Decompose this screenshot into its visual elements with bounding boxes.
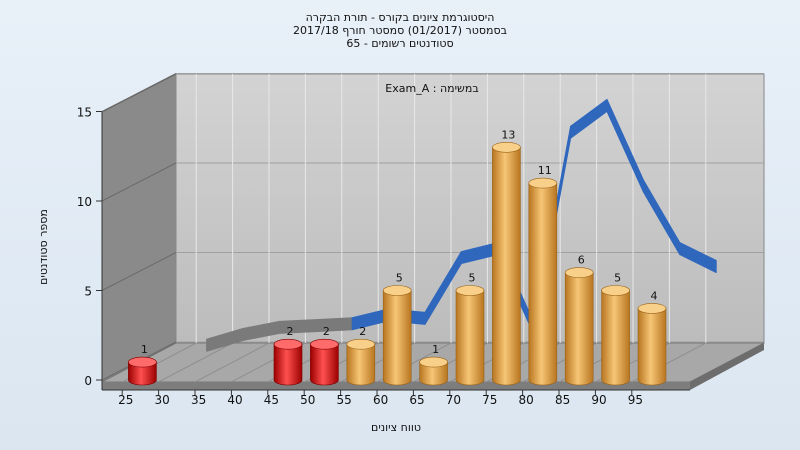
bar-value-label-0: 1 [141, 343, 148, 356]
x-axis-title: טווח ציונים [371, 421, 421, 434]
bar-body-8 [528, 182, 558, 386]
bar-value-label-10: 5 [614, 272, 621, 285]
bar-body-7 [492, 147, 521, 386]
bar-body-9 [564, 272, 594, 386]
y-tick-label-10: 10 [77, 195, 92, 209]
floor-gridline-x-30 [158, 342, 233, 383]
bar-top-2 [310, 338, 339, 350]
y-axis-ticks: 0 5 10 15 [77, 106, 102, 388]
x-tick-label-70: 70 [446, 393, 461, 407]
bar-body-11 [637, 308, 667, 386]
bar-value-label-6: 5 [469, 272, 476, 285]
x-tick-label-45: 45 [264, 393, 279, 407]
x-tick-label-25: 25 [118, 393, 133, 407]
x-axis-ticks: 25 30 35 40 45 50 55 60 65 70 75 80 85 90 95 [118, 390, 643, 407]
axes [101, 112, 690, 391]
bar-11 [637, 303, 667, 386]
x-tick-label-80: 80 [519, 393, 534, 407]
bar-body-10 [601, 290, 630, 386]
bar-value-label-9: 6 [578, 254, 585, 267]
chart-title: היסטוגרמת ציונים בקורס - תורת הבקרה בסמס… [293, 11, 507, 50]
side-gridline-y-5 [101, 252, 177, 291]
bar-top-9 [564, 267, 594, 278]
y-tick-label-15: 15 [77, 106, 92, 120]
bar-body-0 [128, 361, 157, 386]
bar-body-3 [346, 343, 376, 386]
floor-right-edge [690, 343, 764, 390]
bar-top-0 [128, 356, 157, 368]
bar-7 [492, 142, 521, 386]
bar-body-5 [419, 361, 448, 386]
bar-2 [310, 338, 339, 386]
x-tick-label-35: 35 [191, 393, 206, 407]
y-tick-label-5: 5 [84, 285, 92, 299]
y-axis-title: מספר סטודנטים [37, 209, 50, 285]
bar-body-6 [455, 290, 485, 386]
bar-value-label-3: 2 [359, 325, 366, 338]
annotation-label: Exam_A : במשימה [385, 82, 478, 95]
ribbon-segment-2 [278, 319, 317, 334]
bar-5 [419, 356, 448, 386]
bar-value-label-11: 4 [651, 289, 658, 302]
bar-value-label-2: 2 [323, 325, 330, 338]
bar-top-6 [455, 285, 485, 296]
bar-body-2 [310, 343, 339, 386]
left-side-wall [101, 73, 177, 383]
bar-top-4 [382, 285, 412, 296]
bar-10 [601, 285, 630, 386]
bar-value-label-7: 13 [501, 128, 515, 141]
bar-body-1 [273, 343, 303, 386]
title-line-1: היסטוגרמת ציונים בקורס - תורת הבקרה [306, 11, 495, 24]
x-tick-label-95: 95 [628, 393, 643, 407]
x-tick-label-55: 55 [337, 393, 352, 407]
bar-4 [382, 285, 412, 386]
x-tick-label-65: 65 [409, 393, 424, 407]
side-gridline-y-15 [101, 73, 177, 112]
x-tick-label-30: 30 [155, 393, 170, 407]
y-tick-label-0: 0 [84, 374, 92, 388]
title-line-3: סטודנטים רשומים - 65 [346, 37, 453, 50]
x-tick-label-85: 85 [555, 393, 570, 407]
bar-8 [528, 177, 558, 386]
bar-top-8 [528, 177, 558, 189]
bar-value-label-8: 11 [538, 164, 552, 177]
x-tick-label-75: 75 [482, 393, 497, 407]
x-tick-label-40: 40 [227, 393, 242, 407]
bar-9 [564, 267, 594, 386]
bar-1 [273, 338, 303, 386]
bar-top-11 [637, 303, 667, 314]
bar-top-3 [346, 338, 376, 350]
bar-6 [455, 285, 485, 386]
bar-top-5 [419, 356, 448, 368]
ribbon-segment-3 [315, 317, 353, 333]
title-line-2: בסמסטר (01/2017) סמסטר חורף 2017/18 [293, 24, 507, 37]
bar-value-label-4: 5 [396, 272, 403, 285]
x-tick-label-50: 50 [300, 393, 315, 407]
bar-3 [346, 338, 376, 386]
bar-body-4 [382, 290, 412, 386]
side-gridline-y-10 [101, 162, 177, 202]
bar-top-7 [492, 142, 521, 153]
floor-gridline-x-35 [194, 342, 270, 383]
bars [128, 142, 667, 386]
bar-value-label-5: 1 [432, 343, 439, 356]
x-tick-label-60: 60 [373, 393, 388, 407]
bar-0 [128, 356, 157, 386]
ribbon-segment-13 [679, 242, 717, 273]
bar-top-10 [601, 285, 630, 296]
bar-value-label-1: 2 [287, 325, 294, 338]
x-tick-label-90: 90 [591, 393, 606, 407]
bar-top-1 [273, 338, 303, 350]
